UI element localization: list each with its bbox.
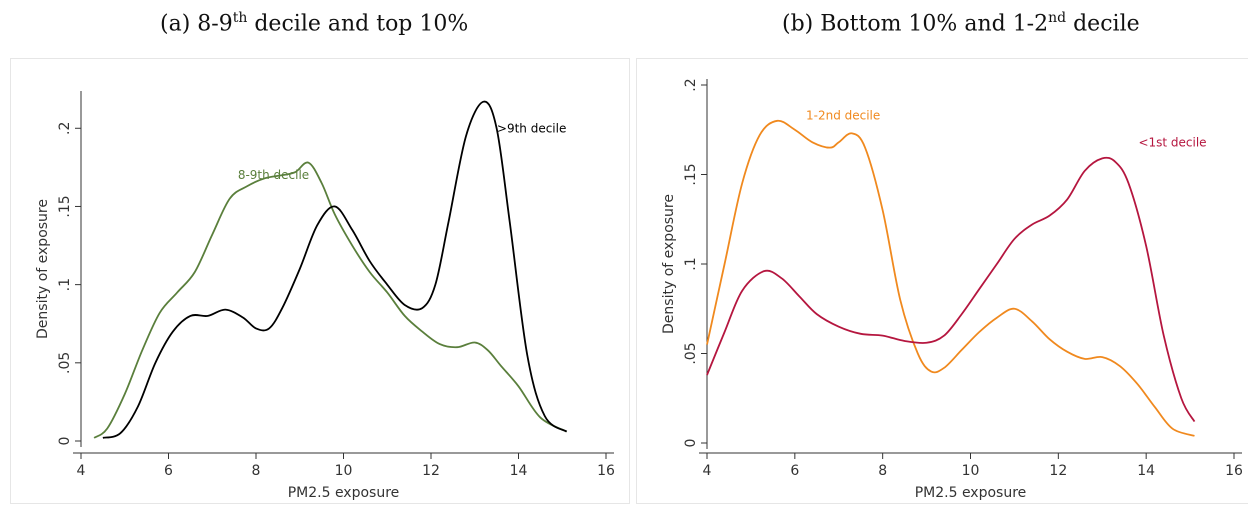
caption-panel-a: (a) 8-9th decile and top 10% <box>160 10 469 37</box>
y-tick-label-a: .05 <box>57 352 73 374</box>
series-annotation-b-2: <1st decile <box>1138 135 1206 149</box>
y-tick-label-b: 0 <box>683 439 699 448</box>
x-axis-title-a: PM2.5 exposure <box>288 485 400 501</box>
y-tick-label-a: 0 <box>57 437 73 446</box>
series-annotation-a-2: >9th decile <box>497 121 566 135</box>
y-tick-label-b: .2 <box>683 78 699 91</box>
x-tick-label-b: 8 <box>878 463 887 479</box>
x-tick-label-b: 6 <box>790 463 799 479</box>
x-tick-label-a: 16 <box>597 463 615 479</box>
y-tick-label-a: .15 <box>57 195 73 217</box>
density-chart-b: 0 .05 .1 .15 .2 4 6 8 10 12 14 16 PM2.5 exposure Dens… <box>661 78 1243 501</box>
x-tick-label-a: 14 <box>510 463 528 479</box>
x-tick-label-b: 12 <box>1049 463 1067 479</box>
y-axis-title-b: Density of exposure <box>661 194 677 334</box>
series-annotation-b-1: 1-2nd decile <box>806 108 880 122</box>
caption-panel-b: (b) Bottom 10% and 1-2nd decile <box>782 10 1140 37</box>
chart-panel-b: 0 .05 .1 .15 .2 4 6 8 10 12 14 16 PM2.5 exposure Dens… <box>636 58 1248 504</box>
x-tick-label-a: 4 <box>77 463 86 479</box>
y-tick-label-b: .15 <box>683 163 699 185</box>
density-chart-a: 0 .05 .1 .15 .2 4 6 8 10 12 14 16 PM2.5 exposure Dens… <box>35 91 615 501</box>
y-tick-label-a: .1 <box>57 278 73 291</box>
x-tick-label-a: 12 <box>422 463 440 479</box>
series-line-b-1 <box>706 119 1195 437</box>
series-line-b-2 <box>706 156 1196 422</box>
x-axis-title-b: PM2.5 exposure <box>915 485 1027 501</box>
series-line-a-2 <box>102 100 568 439</box>
chart-panel-a: 0 .05 .1 .15 .2 4 6 8 10 12 14 16 PM2.5 exposure Dens… <box>10 58 630 504</box>
y-tick-label-b: .05 <box>683 342 699 364</box>
y-tick-label-a: .2 <box>57 122 73 135</box>
x-tick-label-b: 14 <box>1137 463 1155 479</box>
series-annotation-a-1: 8-9th decile <box>238 168 309 182</box>
x-tick-label-a: 10 <box>335 463 353 479</box>
y-axis-title-a: Density of exposure <box>35 199 51 339</box>
x-tick-label-b: 16 <box>1225 463 1243 479</box>
y-tick-label-b: .1 <box>683 257 699 270</box>
x-tick-label-b: 4 <box>703 463 712 479</box>
x-tick-label-a: 8 <box>252 463 261 479</box>
x-tick-label-b: 10 <box>962 463 980 479</box>
x-tick-label-a: 6 <box>164 463 173 479</box>
series-line-a-1 <box>93 161 568 439</box>
